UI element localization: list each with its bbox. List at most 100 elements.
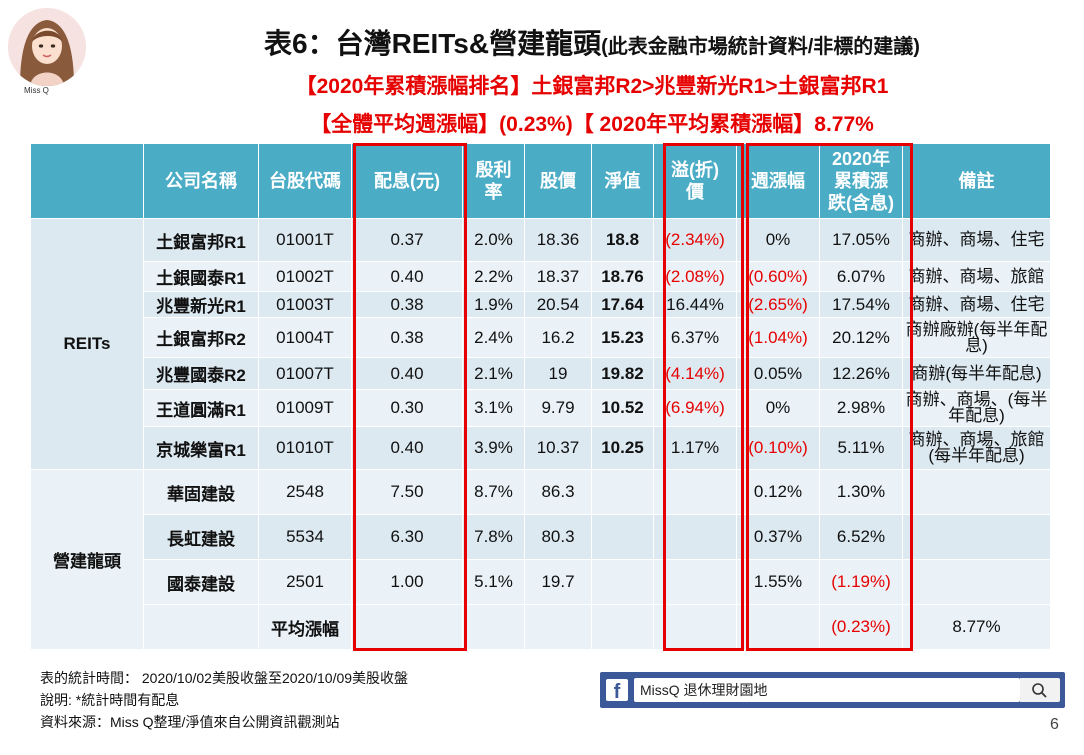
avatar-portrait-icon — [8, 8, 86, 86]
weekly-change-cell: 0.12% — [736, 469, 820, 515]
facebook-search-button[interactable] — [1020, 678, 1060, 702]
company-name-cell: 兆豐國泰R2 — [143, 357, 259, 390]
avatar — [8, 8, 86, 86]
header-note: 備註 — [902, 143, 1051, 219]
ytd-change-cell: 6.07% — [819, 261, 903, 292]
yield-cell: 2.0% — [462, 218, 525, 262]
search-icon — [1032, 683, 1047, 698]
header-price: 股價 — [524, 143, 592, 219]
header-premium: 溢(折) 價 — [653, 143, 737, 219]
note-cell: 商辦、商場、(每半年配息) — [902, 389, 1051, 427]
stock-code-cell: 01001T — [258, 218, 352, 262]
ytd-change-cell: 17.05% — [819, 218, 903, 262]
ytd-change-cell: 6.52% — [819, 514, 903, 560]
note-cell: 商辦、商場、旅館(每半年配息) — [902, 426, 1051, 470]
price-cell: 9.79 — [524, 389, 592, 427]
company-name-cell: 土銀富邦R2 — [143, 317, 259, 358]
premium-cell: 16.44% — [653, 291, 737, 318]
subtitle-ranking: 【2020年累積漲幅排名】土銀富邦R2>兆豐新光R1>土銀富邦R1 — [295, 75, 889, 98]
title-note: (此表金融市場統計資料/非標的建議) — [601, 36, 920, 58]
group-label-construction: 營建龍頭 — [30, 469, 144, 650]
weekly-change-cell: (0.10%) — [736, 426, 820, 470]
premium-cell: (4.14%) — [653, 357, 737, 390]
dividend-cell: 0.38 — [351, 291, 463, 318]
weekly-change-cell: 0% — [736, 389, 820, 427]
page-number: 6 — [1050, 716, 1059, 733]
stock-code-cell: 01010T — [258, 426, 352, 470]
note-cell: 商辦、商場、住宅 — [902, 291, 1051, 318]
empty-cell — [524, 604, 592, 650]
nav-cell: 10.52 — [591, 389, 654, 427]
table-row: 土銀富邦R2 01004T 0.38 2.4% 16.2 15.23 6.37% (1.04%… — [31, 317, 1051, 358]
dividend-cell: 6.30 — [351, 514, 463, 560]
weekly-change-cell: 0% — [736, 218, 820, 262]
note-cell: 商辦(每半年配息) — [902, 357, 1051, 390]
nav-cell: 18.76 — [591, 261, 654, 292]
premium-cell: 6.37% — [653, 317, 737, 358]
weekly-change-cell: (1.04%) — [736, 317, 820, 358]
stock-code-cell: 01003T — [258, 291, 352, 318]
yield-cell: 2.1% — [462, 357, 525, 390]
dividend-cell: 0.30 — [351, 389, 463, 427]
company-name-cell: 王道圓滿R1 — [143, 389, 259, 427]
header-ytd: 2020年 累積漲 跌(含息) — [819, 143, 903, 219]
facebook-search-input[interactable]: MissQ 退休理財園地 — [634, 678, 1020, 702]
price-cell: 18.36 — [524, 218, 592, 262]
nav-cell: 10.25 — [591, 426, 654, 470]
yield-cell: 8.7% — [462, 469, 525, 515]
header-dividend: 配息(元) — [351, 143, 463, 219]
company-name-cell: 京城樂富R1 — [143, 426, 259, 470]
header-group — [30, 143, 144, 219]
facebook-logo-icon[interactable]: f — [606, 679, 628, 703]
empty-cell — [736, 604, 820, 650]
dividend-cell: 1.00 — [351, 559, 463, 605]
stock-code-cell: 01007T — [258, 357, 352, 390]
stock-code-cell: 01004T — [258, 317, 352, 358]
price-cell: 86.3 — [524, 469, 592, 515]
nav-cell — [591, 559, 654, 605]
table-row: 京城樂富R1 01010T 0.40 3.9% 10.37 10.25 1.17% (0.10… — [31, 426, 1051, 470]
yield-cell: 3.1% — [462, 389, 525, 427]
ytd-change-cell: 12.26% — [819, 357, 903, 390]
yield-cell: 2.4% — [462, 317, 525, 358]
dividend-cell: 7.50 — [351, 469, 463, 515]
note-cell: 商辦、商場、住宅 — [902, 218, 1051, 262]
dividend-cell: 0.40 — [351, 261, 463, 292]
table-row: 長虹建設 5534 6.30 7.8% 80.3 0.37% 6.52% — [31, 514, 1051, 560]
header-nav: 淨值 — [591, 143, 654, 219]
company-name-cell: 土銀富邦R1 — [143, 218, 259, 262]
table-header-row: 公司名稱 台股代碼 配息(元) 殷利率 股價 淨值 溢(折) 價 週漲幅 2020… — [30, 143, 1051, 219]
price-cell: 80.3 — [524, 514, 592, 560]
page-title: 表6：台灣REITs&營建龍頭(此表金融市場統計資料/非標的建議) — [100, 22, 1084, 62]
table-row: REITs 土銀富邦R1 01001T 0.37 2.0% 18.36 18.8 (2.34%… — [30, 218, 1051, 470]
ytd-change-cell: 1.30% — [819, 469, 903, 515]
table-row: 營建龍頭 華固建設 2548 7.50 8.7% 86.3 0.12% 1.30% — [30, 469, 1051, 650]
price-cell: 19.7 — [524, 559, 592, 605]
weekly-change-cell: 0.37% — [736, 514, 820, 560]
company-name-cell: 兆豐新光R1 — [143, 291, 259, 318]
facebook-search-bar: f MissQ 退休理財園地 — [600, 672, 1065, 708]
weekly-change-cell: (2.65%) — [736, 291, 820, 318]
title-main: 表6：台灣REITs&營建龍頭 — [264, 28, 602, 59]
note-cell: 商辦廠辦(每半年配息) — [902, 317, 1051, 358]
nav-cell: 19.82 — [591, 357, 654, 390]
note-cell — [902, 514, 1051, 560]
company-name-cell: 華固建設 — [143, 469, 259, 515]
header-weekly: 週漲幅 — [736, 143, 820, 219]
stock-code-cell: 2501 — [258, 559, 352, 605]
dividend-cell: 0.37 — [351, 218, 463, 262]
highlight-dividend-column — [353, 143, 467, 651]
yield-cell: 7.8% — [462, 514, 525, 560]
header-yield: 殷利率 — [462, 143, 525, 219]
stock-code-cell: 2548 — [258, 469, 352, 515]
ytd-change-cell: 20.12% — [819, 317, 903, 358]
highlight-weekly-ytd-columns — [746, 143, 913, 651]
note-cell — [902, 469, 1051, 515]
price-cell: 10.37 — [524, 426, 592, 470]
average-label-cell: 平均漲幅 — [258, 604, 352, 650]
yield-cell: 2.2% — [462, 261, 525, 292]
nav-cell: 17.64 — [591, 291, 654, 318]
ytd-change-cell: (1.19%) — [819, 559, 903, 605]
price-cell: 18.37 — [524, 261, 592, 292]
nav-cell — [591, 469, 654, 515]
